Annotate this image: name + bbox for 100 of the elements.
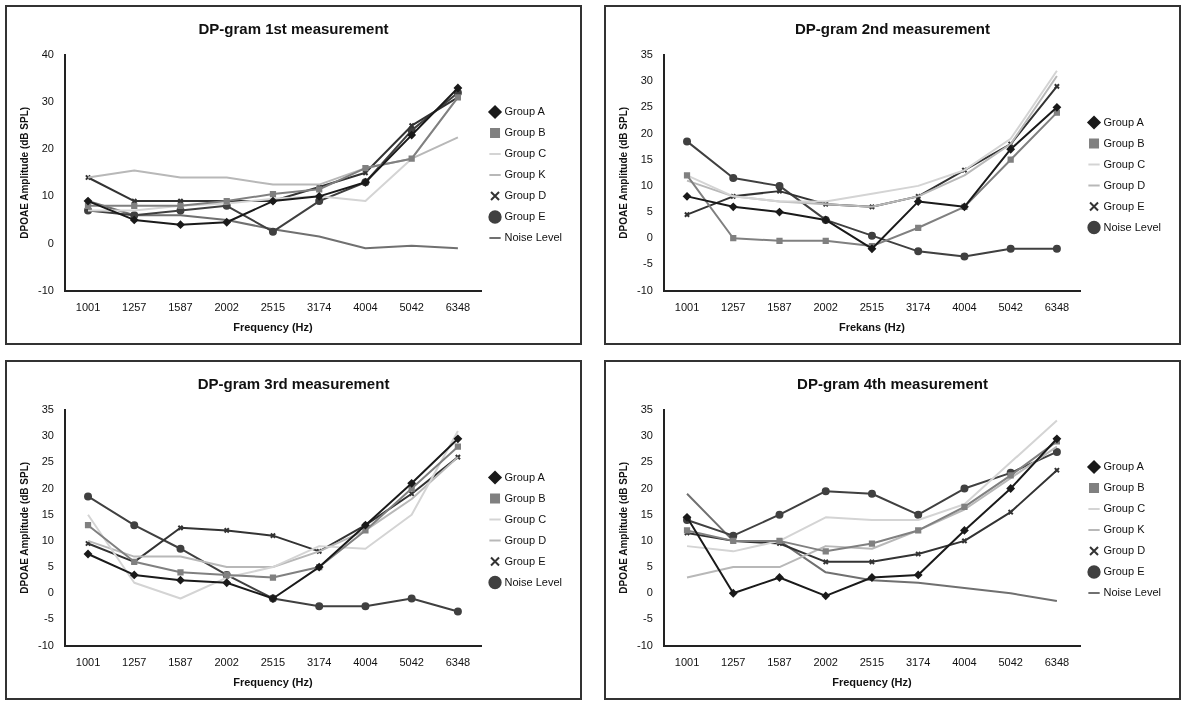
y-tick-label: 25 xyxy=(41,455,54,468)
legend-label: Group E xyxy=(504,210,546,223)
y-tick-label: 10 xyxy=(41,533,54,546)
legend-label: Group D xyxy=(504,189,547,202)
x-tick-label: 2002 xyxy=(214,656,239,669)
x-tick-label: 1001 xyxy=(674,656,700,669)
x-tick-label: 1257 xyxy=(721,301,746,314)
x-tick-label: 6348 xyxy=(445,656,471,669)
x-tick-label: 2515 xyxy=(859,656,885,669)
y-tick-label: 20 xyxy=(41,142,54,155)
x-tick-label: 5042 xyxy=(399,301,424,314)
legend-label: Group C xyxy=(1103,157,1146,170)
y-tick-label: 15 xyxy=(41,507,54,520)
y-tick-label: 5 xyxy=(47,560,54,573)
legend-label: Group D xyxy=(504,533,547,546)
y-axis-title: DPOAE Amplitude (dB SPL) xyxy=(617,106,629,239)
y-tick-label: 20 xyxy=(640,126,653,139)
legend-label: Group D xyxy=(1103,178,1146,191)
x-axis-title: Frequency (Hz) xyxy=(233,676,314,689)
y-tick-label: 10 xyxy=(41,189,54,202)
y-axis-title: DPOAE Amplitude (dB SPL) xyxy=(18,106,30,239)
x-tick-label: 5042 xyxy=(998,301,1023,314)
y-tick-label: 0 xyxy=(47,586,54,599)
y-tick-label: 35 xyxy=(41,403,54,416)
legend-label: Group A xyxy=(504,470,546,483)
legend-label: Group D xyxy=(1103,544,1146,557)
y-tick-label: -10 xyxy=(37,283,54,296)
x-tick-label: 4004 xyxy=(952,301,977,314)
y-tick-label: 15 xyxy=(640,507,653,520)
y-tick-label: -5 xyxy=(44,612,54,625)
y-tick-label: -10 xyxy=(37,638,54,651)
legend-label: Group A xyxy=(1103,460,1145,473)
y-tick-label: 25 xyxy=(640,455,653,468)
x-axis-title: Frekans (Hz) xyxy=(838,321,906,334)
x-tick-label: 6348 xyxy=(445,301,471,314)
x-tick-label: 3174 xyxy=(905,656,931,669)
legend-label: Group K xyxy=(1103,523,1146,536)
chart-title: DP-gram 3rd measurement xyxy=(197,375,390,393)
x-tick-label: 1001 xyxy=(674,301,700,314)
y-tick-label: 35 xyxy=(640,403,653,416)
x-tick-label: 4004 xyxy=(353,301,378,314)
y-axis-title: DPOAE Amplitude (dB SPL) xyxy=(617,461,629,594)
y-tick-label: 0 xyxy=(646,231,653,244)
y-axis-title: DPOAE Amplitude (dB SPL) xyxy=(18,461,30,594)
legend-label: Group B xyxy=(1103,136,1145,149)
legend-label: Group E xyxy=(1103,199,1145,212)
x-tick-label: 3174 xyxy=(306,301,332,314)
chart-title: DP-gram 2nd measurement xyxy=(794,20,991,38)
legend-label: Group A xyxy=(504,105,546,118)
y-tick-label: -5 xyxy=(643,612,653,625)
y-tick-label: 5 xyxy=(646,205,653,218)
legend-label: Group C xyxy=(504,512,547,525)
legend-label: Group C xyxy=(504,147,547,160)
y-tick-label: 30 xyxy=(640,429,653,442)
x-tick-label: 2515 xyxy=(859,301,885,314)
x-axis-title: Frequency (Hz) xyxy=(233,321,314,334)
x-tick-label: 2002 xyxy=(813,301,838,314)
chart-title: DP-gram 1st measurement xyxy=(198,20,389,38)
x-tick-label: 1587 xyxy=(168,301,193,314)
chart-title: DP-gram 4th measurement xyxy=(797,375,988,393)
y-tick-label: -5 xyxy=(643,257,653,270)
legend-label: Group B xyxy=(504,126,546,139)
y-tick-label: 0 xyxy=(47,236,54,249)
x-tick-label: 2515 xyxy=(260,656,286,669)
legend-label: Group K xyxy=(504,168,547,181)
x-tick-label: 5042 xyxy=(399,656,424,669)
x-tick-label: 1001 xyxy=(75,656,101,669)
x-tick-label: 1001 xyxy=(75,301,101,314)
y-tick-label: 35 xyxy=(640,48,653,61)
x-tick-label: 1587 xyxy=(767,301,792,314)
y-tick-label: 40 xyxy=(41,48,54,61)
x-tick-label: 1587 xyxy=(767,656,792,669)
x-axis-title: Frequency (Hz) xyxy=(832,676,913,689)
legend-label: Group E xyxy=(504,554,546,567)
x-tick-label: 5042 xyxy=(998,656,1023,669)
legend-label: Noise Level xyxy=(504,575,563,588)
legend-label: Group C xyxy=(1103,502,1146,515)
x-tick-label: 2002 xyxy=(813,656,838,669)
x-tick-label: 1257 xyxy=(122,656,147,669)
x-tick-label: 4004 xyxy=(353,656,378,669)
y-tick-label: 25 xyxy=(640,100,653,113)
x-tick-label: 1587 xyxy=(168,656,193,669)
y-tick-label: -10 xyxy=(636,283,653,296)
y-tick-label: 30 xyxy=(41,95,54,108)
y-tick-label: 30 xyxy=(41,429,54,442)
x-tick-label: 3174 xyxy=(905,301,931,314)
legend-label: Group A xyxy=(1103,115,1145,128)
y-tick-label: 0 xyxy=(646,586,653,599)
x-tick-label: 1257 xyxy=(122,301,147,314)
y-tick-label: 10 xyxy=(640,533,653,546)
legend-label: Group B xyxy=(1103,481,1145,494)
x-tick-label: 2515 xyxy=(260,301,286,314)
y-tick-label: 15 xyxy=(640,152,653,165)
x-tick-label: 1257 xyxy=(721,656,746,669)
y-tick-label: 30 xyxy=(640,74,653,87)
y-tick-label: 20 xyxy=(640,481,653,494)
x-tick-label: 6348 xyxy=(1044,656,1070,669)
x-tick-label: 2002 xyxy=(214,301,239,314)
legend-label: Noise Level xyxy=(504,231,563,244)
x-tick-label: 6348 xyxy=(1044,301,1070,314)
